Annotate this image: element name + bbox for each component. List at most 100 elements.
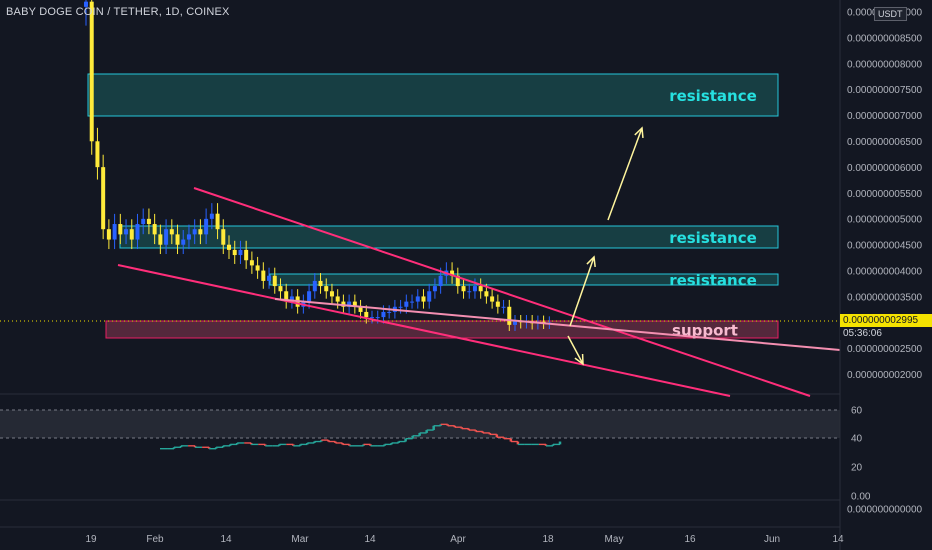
price-label: 0.000000002000 — [847, 370, 923, 381]
candle-body — [186, 234, 191, 240]
down-arrow-head — [574, 353, 584, 366]
price-label: 0.000000007500 — [847, 85, 923, 96]
resistance-label: resistance — [669, 87, 757, 105]
time-label: Mar — [291, 534, 309, 545]
candle-body — [478, 286, 483, 292]
support-trendline — [274, 298, 841, 351]
resistance-label: resistance — [669, 272, 757, 290]
current-price-tag: 0.000000002995 — [840, 314, 932, 327]
time-label: Jun — [764, 534, 780, 545]
time-label: 18 — [542, 534, 554, 545]
candle-body — [387, 311, 392, 313]
upper-trendline — [193, 187, 811, 397]
candle-body — [421, 296, 426, 302]
time-label: 14 — [832, 534, 844, 545]
up-arrow-short-head — [586, 255, 596, 268]
candle-body — [169, 229, 174, 235]
candle-body — [347, 301, 352, 307]
candle-body — [175, 234, 180, 245]
candle-body — [398, 306, 403, 308]
candle-body — [375, 317, 380, 319]
price-scale — [840, 0, 932, 550]
candle-body — [238, 249, 243, 256]
candle-body — [472, 286, 477, 292]
countdown-value: 05:36:06 — [843, 328, 882, 339]
support-label: support — [672, 322, 738, 340]
chart-title: BABY DOGE COIN / TETHER, 1D, COINEX — [6, 6, 230, 18]
resistance-zone — [87, 73, 779, 117]
quote-currency-badge[interactable]: USDT — [874, 7, 907, 21]
candle-body — [129, 229, 134, 240]
candle-body — [450, 270, 455, 276]
rsi-label: 40 — [851, 434, 863, 445]
time-label: 14 — [364, 534, 376, 545]
price-label: 0.000000007000 — [847, 111, 923, 122]
candle-body — [278, 286, 283, 292]
resistance-label: resistance — [669, 229, 757, 247]
candle-body — [106, 229, 111, 240]
candle-body — [181, 239, 186, 245]
candle-body — [432, 286, 437, 292]
time-label: May — [605, 534, 624, 545]
candle-body — [410, 301, 415, 303]
up-arrow-long — [607, 127, 643, 221]
price-label: 0.000000004000 — [847, 267, 923, 278]
candle-body — [284, 291, 289, 302]
candle-body — [370, 317, 374, 319]
candle-body — [267, 275, 272, 281]
candle-body — [209, 213, 214, 219]
axes-layer: 0.0000000090000.0000000085000.0000000080… — [85, 0, 932, 550]
candle-body — [192, 229, 197, 235]
candle-body — [307, 291, 312, 302]
candle-body — [112, 224, 117, 240]
candle-body — [164, 229, 169, 245]
candle-body — [255, 265, 260, 271]
candle-body — [135, 224, 140, 240]
time-label: 16 — [684, 534, 696, 545]
time-label: Apr — [450, 534, 466, 545]
candle-body — [495, 301, 500, 307]
support-zone — [105, 320, 779, 339]
candle-body — [484, 291, 489, 297]
chart-grid — [0, 393, 932, 528]
candle-body — [415, 296, 420, 302]
candle-body — [249, 260, 254, 266]
candle-body — [501, 306, 506, 308]
price-label: 0.000000000000 — [847, 505, 923, 516]
drawings-layer — [0, 126, 841, 397]
lower-trendline — [117, 264, 731, 397]
candle-body — [513, 321, 517, 325]
candle-body — [232, 249, 237, 256]
candle-body — [318, 280, 323, 287]
candle-body — [438, 275, 443, 287]
candle-body — [455, 275, 460, 287]
countdown-tag: 05:36:06 — [840, 327, 932, 340]
price-label: 0.000000005500 — [847, 189, 923, 200]
candle-body — [152, 224, 157, 235]
candle-body — [95, 141, 100, 168]
candle-body — [364, 311, 369, 318]
candle-body — [244, 249, 249, 261]
candle-body — [272, 275, 277, 287]
current-price-value: 0.000000002995 — [843, 315, 919, 326]
candle-body — [227, 244, 231, 250]
rsi-label: 20 — [851, 463, 863, 474]
candle-body — [427, 291, 432, 302]
candle-body — [335, 296, 340, 302]
rsi-label: 0.00 — [851, 492, 871, 503]
candle-body — [158, 234, 163, 245]
candle-body — [124, 229, 129, 235]
candle-body — [358, 306, 363, 312]
candle-body — [101, 167, 106, 230]
candle-body — [381, 311, 386, 318]
candle-body — [141, 218, 146, 225]
price-label: 0.000000002500 — [847, 344, 923, 355]
candle-body — [84, 1, 88, 7]
candle-body — [198, 229, 203, 235]
price-label: 0.000000006500 — [847, 137, 923, 148]
candle-body — [507, 306, 512, 325]
up-arrow-long-head — [634, 126, 644, 139]
rsi-panel — [0, 409, 840, 450]
candle-body — [215, 213, 220, 230]
